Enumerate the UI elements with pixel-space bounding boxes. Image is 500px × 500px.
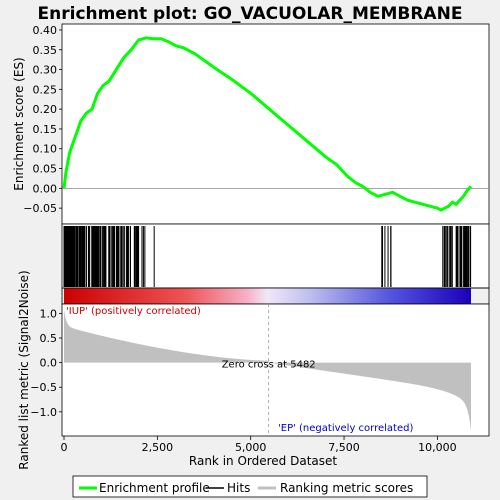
hits-area — [61, 223, 490, 289]
legend-metric-label: Ranking metric scores — [280, 481, 413, 495]
es-y-tick-label: 0.00 — [33, 182, 58, 195]
positive-correlation-label: 'IUP' (positively correlated) — [66, 306, 201, 317]
es-y-tick-label: 0.15 — [33, 123, 58, 136]
es-y-axis: −0.05 0.00 0.05 0.10 0.15 0.20 0.25 0.30 0.35 0.4… — [23, 24, 62, 215]
ranking-metric-area — [64, 309, 471, 432]
metric-y-tick-label: 0.5 — [40, 332, 58, 345]
x-tick-label: 5,000 — [235, 441, 267, 454]
metric-y-axis: −1.0 −0.5 0.0 0.5 1.0 — [30, 307, 62, 419]
metric-panel: −1.0 −0.5 0.0 0.5 1.0 Zero cross at 5482 'IU… — [17, 270, 490, 470]
x-tick-label: 0 — [61, 441, 68, 454]
x-axis: 0 2,500 5,000 7,500 10,000 — [61, 436, 457, 454]
hits-panel — [61, 223, 490, 289]
legend: Enrichment profile Hits Ranking metric s… — [72, 475, 428, 498]
rank-colorbar-strip — [64, 288, 471, 304]
es-y-axis-label: Enrichment score (ES) — [12, 57, 26, 190]
metric-y-tick-label: −1.0 — [30, 406, 57, 419]
es-y-tick-label: 0.20 — [33, 103, 58, 116]
es-y-tick-label: 0.10 — [33, 143, 58, 156]
es-y-tick-label: 0.25 — [33, 83, 58, 96]
metric-y-axis-label: Ranked list metric (Signal2Noise) — [17, 270, 31, 469]
x-tick-label: 10,000 — [418, 441, 457, 454]
hit-marks — [63, 226, 472, 287]
metric-y-tick-label: −0.5 — [30, 381, 57, 394]
legend-box — [72, 475, 428, 498]
es-y-tick-label: 0.35 — [33, 44, 58, 57]
x-axis-label: Rank in Ordered Dataset — [189, 454, 337, 468]
rank-colorbar — [61, 287, 490, 305]
legend-hits-label: Hits — [227, 481, 250, 495]
metric-y-tick-label: 0.0 — [40, 357, 58, 370]
x-tick-label: 2,500 — [142, 441, 174, 454]
x-tick-label: 7,500 — [328, 441, 360, 454]
es-y-tick-label: −0.05 — [23, 202, 57, 215]
es-y-tick-label: 0.40 — [33, 24, 58, 37]
zero-cross-label: Zero cross at 5482 — [222, 360, 316, 371]
es-panel: −0.05 0.00 0.05 0.10 0.15 0.20 0.25 0.30 0.35 0.4… — [12, 23, 490, 225]
chart-title: Enrichment plot: GO_VACUOLAR_MEMBRANE — [38, 4, 463, 24]
negative-correlation-label: 'EP' (negatively correlated) — [278, 423, 413, 434]
es-y-tick-label: 0.30 — [33, 64, 58, 77]
es-plot-area — [61, 23, 490, 225]
es-y-tick-label: 0.05 — [33, 163, 58, 176]
enrichment-profile-line — [62, 36, 473, 212]
legend-profile-label: Enrichment profile — [99, 481, 210, 495]
metric-y-tick-label: 1.0 — [40, 307, 58, 320]
